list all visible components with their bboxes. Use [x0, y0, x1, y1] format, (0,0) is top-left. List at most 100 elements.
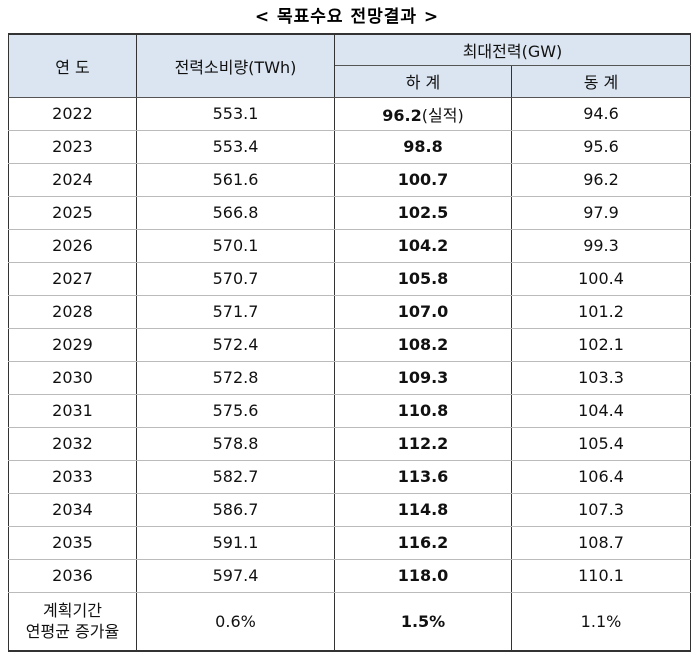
- cell-text: 107.0: [397, 302, 449, 321]
- row: 2036 597.4 118.0 110.1: [8, 559, 691, 593]
- cell: 118.0: [334, 559, 512, 593]
- cell-text: 1.5%: [400, 611, 446, 631]
- cell: 2024: [8, 163, 137, 197]
- row: 2025 566.8 102.5 97.9: [8, 196, 691, 230]
- cell-text: 2035: [52, 533, 93, 552]
- cell-text: 116.2: [397, 533, 449, 552]
- cell: 102.1: [511, 328, 691, 362]
- cell-text: 98.8: [403, 137, 443, 156]
- cell: 2025: [8, 196, 137, 230]
- cell: 570.7: [136, 262, 335, 296]
- cell-text: 1.1%: [580, 611, 622, 631]
- header-cell: 최대전력(GW): [334, 33, 691, 66]
- row: 2024 561.6 100.7 96.2: [8, 163, 691, 197]
- cell: 2034: [8, 493, 137, 527]
- cell-text: 114.8: [397, 500, 449, 519]
- cell-text: 2030: [52, 368, 93, 387]
- cell: 102.5: [334, 196, 512, 230]
- label-line: 연평균 증가율: [25, 622, 120, 642]
- cell: 2036: [8, 559, 137, 593]
- cell-text: 103.3: [578, 368, 624, 387]
- row: 2023 553.4 98.8 95.6: [8, 130, 691, 164]
- cell: 110.8: [334, 394, 512, 428]
- cell-text: 570.1: [212, 236, 259, 255]
- cell-text: 110.8: [397, 401, 449, 420]
- cell-text: 102.1: [578, 335, 624, 354]
- cell-text: 100.4: [578, 269, 624, 288]
- cell: 572.4: [136, 328, 335, 362]
- row: 2034 586.7 114.8 107.3: [8, 493, 691, 527]
- cell-text: 118.0: [397, 566, 449, 585]
- cell: 105.8: [334, 262, 512, 296]
- cell: 103.3: [511, 361, 691, 395]
- cell: 571.7: [136, 295, 335, 329]
- cell-text: 566.8: [212, 203, 259, 222]
- cell-text: 2028: [52, 302, 93, 321]
- cell-text: 578.8: [212, 434, 259, 453]
- row: 2033 582.7 113.6 106.4: [8, 460, 691, 494]
- cell: 1.5%: [334, 591, 512, 652]
- cell-text: 0.6%: [215, 611, 256, 631]
- cell: 98.8: [334, 130, 512, 164]
- cell-text: 553.4: [212, 137, 259, 156]
- cell: 104.4: [511, 394, 691, 428]
- cell: 553.1: [136, 97, 335, 131]
- cell: 105.4: [511, 427, 691, 461]
- row: 2028 571.7 107.0 101.2: [8, 295, 691, 329]
- cell-text: 2032: [52, 434, 93, 453]
- cell: 578.8: [136, 427, 335, 461]
- cell: 1.1%: [511, 591, 691, 652]
- cell-text: 575.6: [212, 401, 259, 420]
- cell-text: 108.7: [578, 533, 624, 552]
- cell-text: 105.8: [397, 269, 449, 288]
- cell-text: 106.4: [578, 467, 624, 486]
- cell: 112.2: [334, 427, 512, 461]
- cell: 591.1: [136, 526, 335, 560]
- cell: 586.7: [136, 493, 335, 527]
- cell: 2029: [8, 328, 137, 362]
- cell-text: 591.1: [212, 533, 259, 552]
- cell-text: 2022: [52, 104, 93, 123]
- cell: 100.7: [334, 163, 512, 197]
- cell-text: 582.7: [212, 467, 259, 486]
- cell: 109.3: [334, 361, 512, 395]
- cell-text: 2031: [52, 401, 93, 420]
- header-cell: 전력소비량(TWh): [136, 33, 335, 98]
- cell: 2026: [8, 229, 137, 263]
- cell: 108.2: [334, 328, 512, 362]
- cell: 597.4: [136, 559, 335, 593]
- cell: 100.4: [511, 262, 691, 296]
- cell: 113.6: [334, 460, 512, 494]
- cell-text: 586.7: [212, 500, 259, 519]
- cell-text: 110.1: [578, 566, 624, 585]
- cell: 553.4: [136, 130, 335, 164]
- cell-text: 112.2: [397, 434, 449, 453]
- title: < 목표수요 전망결과 >: [254, 7, 440, 27]
- cell-text: 102.5: [397, 203, 449, 222]
- header-cell: 하 계: [334, 65, 512, 98]
- cell-text: 2026: [52, 236, 93, 255]
- row: 2030 572.8 109.3 103.3: [8, 361, 691, 395]
- cell: 95.6: [511, 130, 691, 164]
- table: 연 도 전력소비량(TWh) 최대전력(GW) 하 계 동 계 2022 553.…: [8, 33, 691, 652]
- row: 계획기간 연평균 증가율 0.6% 1.5% 1.1%: [8, 591, 691, 652]
- cell-text: 108.2: [397, 335, 449, 354]
- cell-text: 2034: [52, 500, 93, 519]
- cell: 2031: [8, 394, 137, 428]
- cell-text: 100.7: [397, 170, 449, 189]
- cell: 114.8: [334, 493, 512, 527]
- cell-text: 2036: [52, 566, 93, 585]
- row: 2035 591.1 116.2 108.7: [8, 526, 691, 560]
- row: 2026 570.1 104.2 99.3: [8, 229, 691, 263]
- cell: 106.4: [511, 460, 691, 494]
- cell-text: 104.2: [397, 236, 449, 255]
- cell: 104.2: [334, 229, 512, 263]
- label-line: 계획기간: [43, 601, 102, 621]
- row: 2032 578.8 112.2 105.4: [8, 427, 691, 461]
- row: 2022 553.1 96.2(실적) 94.6: [8, 97, 691, 131]
- cell: 계획기간 연평균 증가율: [8, 591, 137, 652]
- cell: 2022: [8, 97, 137, 131]
- cell-text: 2024: [52, 170, 93, 189]
- cell: 0.6%: [136, 591, 335, 652]
